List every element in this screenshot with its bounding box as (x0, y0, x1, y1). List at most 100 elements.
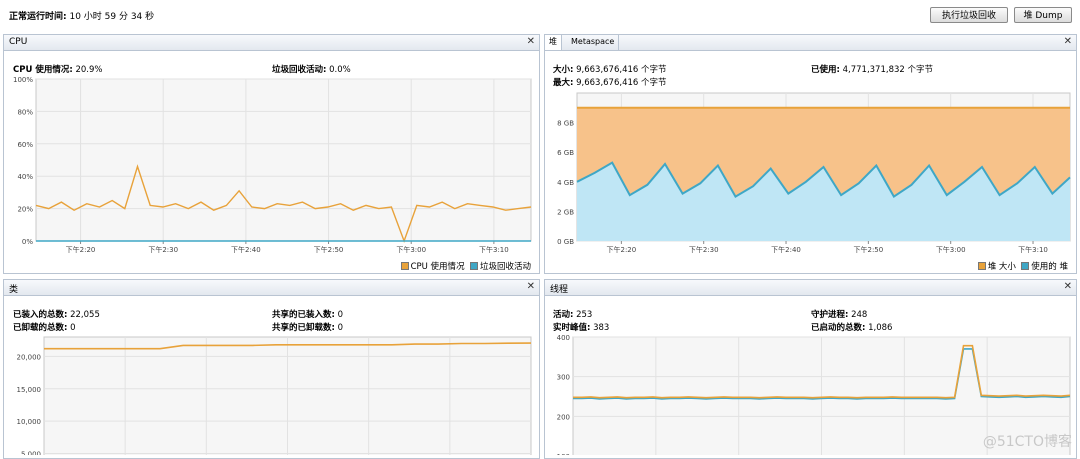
x-tick-label: 下午2:30 (148, 245, 178, 254)
classes-chart: 20,000 15,000 10,000 5,000 (17, 336, 532, 455)
uptime-label: 正常运行时间: (9, 12, 67, 22)
heap-size-value: 9,663,676,416 个字节 (576, 65, 667, 75)
shared-unloaded-label: 共享的已卸载数: (272, 323, 335, 333)
y-tick-label: 5,000 (21, 451, 41, 455)
cpu-legend: CPU 使用情况 垃圾回收活动 (400, 260, 531, 272)
tab-metaspace[interactable]: Metaspace (567, 35, 620, 50)
classes-panel: 类 ✕ 已装入的总数: 22,055 已卸载的总数: 0 共享的已装入数: 0 … (3, 279, 540, 459)
x-tick-label: 下午2:50 (314, 245, 344, 254)
y-tick-label: 300 (557, 374, 570, 382)
y-tick-label: 20% (17, 206, 33, 214)
loaded-stat: 已装入的总数: 22,055 (13, 308, 100, 320)
heap-panel-header: 堆 Metaspace ✕ (545, 35, 1076, 51)
gc-activity-value: 0.0% (329, 65, 351, 75)
series-line-0 (44, 342, 532, 350)
peak-threads-stat: 实时峰值: 383 (553, 321, 609, 333)
live-threads-label: 活动: (553, 310, 574, 320)
x-tick-label: 下午2:40 (231, 245, 261, 254)
cpu-panel-header: CPU ✕ (4, 35, 539, 51)
unloaded-value: 0 (70, 323, 76, 333)
heap-max-stat: 最大: 9,663,676,416 个字节 (553, 76, 667, 88)
cpu-usage-value: 20.9% (75, 65, 103, 75)
x-tick-label: 下午2:20 (607, 245, 637, 254)
gc-activity-stat: 垃圾回收活动: 0.0% (272, 63, 351, 75)
tab-heap[interactable]: 堆 (545, 35, 562, 50)
plot-area (35, 78, 532, 242)
y-tick-label: 400 (557, 335, 570, 342)
series-line-0 (573, 348, 1071, 400)
heap-legend: 堆 大小 使用的 堆 (977, 260, 1068, 272)
cpu-chart: 100% 80% 60% 40% 20% 0% 下午2:20 下午2:30 下午2:40 下午2:… (13, 77, 532, 254)
threads-chart: 400 300 200 100 (557, 335, 1071, 455)
threads-panel: 线程 ✕ 活动: 253 实时峰值: 383 守护进程: 248 已启动的总数:… (544, 279, 1077, 459)
y-tick-label: 0 GB (557, 238, 574, 246)
cpu-legend-0: CPU 使用情况 (410, 262, 465, 272)
y-tick-label: 200 (557, 413, 570, 421)
heap-used-stat: 已使用: 4,771,371,832 个字节 (811, 63, 933, 75)
cpu-panel: CPU ✕ CPU 使用情况: 20.9% 垃圾回收活动: 0.0% 100% 8… (3, 34, 540, 274)
y-tick-label: 60% (17, 141, 33, 149)
started-threads-stat: 已启动的总数: 1,086 (811, 321, 892, 333)
live-threads-value: 253 (576, 310, 593, 320)
legend-swatch-blue (469, 262, 478, 270)
x-tick-label: 下午2:20 (66, 245, 96, 254)
loaded-value: 22,055 (70, 310, 100, 320)
threads-close-icon[interactable]: ✕ (1063, 281, 1072, 292)
y-tick-label: 4 GB (557, 179, 574, 187)
perform-gc-button[interactable]: 执行垃圾回收 (930, 7, 1008, 23)
x-tick-label: 下午3:00 (936, 245, 966, 254)
uptime-value: 10 小时 59 分 34 秒 (69, 12, 155, 22)
heap-close-icon[interactable]: ✕ (1063, 36, 1072, 47)
y-tick-label: 15,000 (17, 386, 42, 394)
y-tick-label: 10,000 (17, 418, 42, 426)
threads-panel-title: 线程 (550, 285, 569, 295)
series-line-1 (573, 344, 1071, 399)
legend-swatch-blue (1021, 262, 1030, 270)
x-tick-label: 下午2:40 (771, 245, 801, 254)
y-tick-label: 100 (557, 453, 570, 455)
heap-size-label: 大小: (553, 65, 574, 75)
live-threads-stat: 活动: 253 (553, 308, 592, 320)
started-threads-value: 1,086 (868, 323, 893, 333)
y-tick-label: 40% (17, 173, 33, 181)
heap-used-label: 已使用: (811, 65, 840, 75)
heap-size-stat: 大小: 9,663,676,416 个字节 (553, 63, 667, 75)
daemon-threads-label: 守护进程: (811, 310, 849, 320)
x-tick-label: 下午2:30 (689, 245, 719, 254)
y-tick-label: 100% (13, 77, 33, 84)
unloaded-stat: 已卸载的总数: 0 (13, 321, 76, 333)
cpu-close-icon[interactable]: ✕ (526, 36, 535, 47)
shared-loaded-stat: 共享的已装入数: 0 (272, 308, 343, 320)
top-bar: 正常运行时间: 10 小时 59 分 34 秒 执行垃圾回收 堆 Dump (0, 0, 1080, 30)
y-tick-label: 80% (17, 108, 33, 116)
y-tick-label: 8 GB (557, 120, 574, 128)
heap-dump-button[interactable]: 堆 Dump (1014, 7, 1072, 23)
classes-close-icon[interactable]: ✕ (526, 281, 535, 292)
x-tick-label: 下午3:00 (396, 245, 426, 254)
cpu-legend-1: 垃圾回收活动 (479, 262, 531, 272)
y-tick-label: 2 GB (557, 208, 574, 216)
y-tick-label: 0% (22, 238, 33, 246)
y-tick-label: 20,000 (17, 353, 42, 361)
classes-panel-header: 类 ✕ (4, 280, 539, 296)
heap-legend-1: 使用的 堆 (1031, 262, 1068, 272)
series-area-1 (577, 162, 1070, 241)
classes-panel-title: 类 (9, 285, 19, 295)
daemon-threads-stat: 守护进程: 248 (811, 308, 867, 320)
cpu-usage-label: CPU 使用情况: (13, 65, 73, 75)
x-tick-label: 下午3:10 (479, 245, 509, 254)
legend-swatch-orange (400, 262, 409, 270)
unloaded-label: 已卸载的总数: (13, 323, 68, 333)
threads-panel-header: 线程 ✕ (545, 280, 1076, 296)
heap-used-value: 4,771,371,832 个字节 (842, 65, 933, 75)
loaded-label: 已装入的总数: (13, 310, 68, 320)
heap-legend-0: 堆 大小 (987, 262, 1016, 272)
shared-loaded-value: 0 (337, 310, 344, 320)
x-tick-label: 下午3:10 (1018, 245, 1048, 254)
shared-loaded-label: 共享的已装入数: (272, 310, 335, 320)
legend-swatch-orange (977, 262, 986, 270)
started-threads-label: 已启动的总数: (811, 323, 866, 333)
y-tick-label: 6 GB (557, 149, 574, 157)
heap-max-value: 9,663,676,416 个字节 (576, 78, 667, 88)
series-line-0 (35, 164, 532, 244)
